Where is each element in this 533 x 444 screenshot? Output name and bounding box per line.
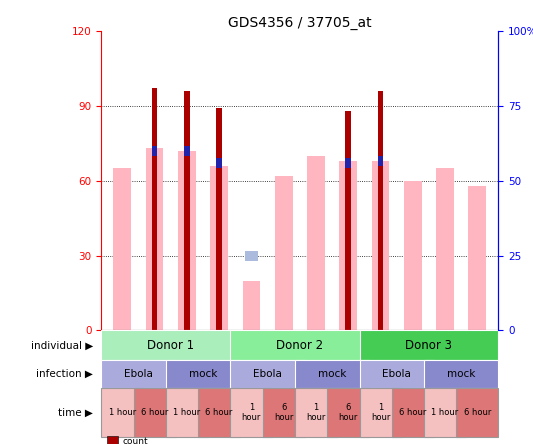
Bar [184,91,190,330]
Text: Ebola: Ebola [124,369,153,379]
Bar [377,156,383,166]
Title: GDS4356 / 37705_at: GDS4356 / 37705_at [228,16,372,30]
Bar [134,388,175,437]
Bar [151,88,157,330]
Text: 1 hour: 1 hour [173,408,200,417]
Bar [360,330,498,361]
Bar [295,361,369,388]
Text: 6
hour: 6 hour [274,403,293,422]
Bar [360,361,434,388]
Bar [216,108,222,330]
Bar [216,159,222,168]
Text: 1 hour: 1 hour [109,408,136,417]
Text: 6
hour: 6 hour [338,403,358,422]
Bar [151,146,157,156]
Text: 1
hour: 1 hour [306,403,326,422]
Text: count: count [123,437,148,444]
Text: mock: mock [447,369,475,379]
Bar [184,146,190,156]
Bar [243,281,260,330]
Bar [230,388,272,437]
Bar [307,156,325,330]
Bar [275,176,293,330]
Text: individual ▶: individual ▶ [31,341,93,350]
Text: infection ▶: infection ▶ [36,369,93,379]
Text: 1
hour: 1 hour [371,403,390,422]
Bar [101,361,175,388]
Bar [101,330,240,361]
Bar [436,168,454,330]
Bar [456,388,498,437]
Bar [469,186,486,330]
Bar [295,388,337,437]
Bar [345,111,351,330]
Text: Ebola: Ebola [253,369,282,379]
Bar [230,361,305,388]
Text: Ebola: Ebola [382,369,411,379]
Text: 6 hour: 6 hour [205,408,233,417]
Bar [424,388,466,437]
Bar [345,159,351,168]
Bar [101,388,143,437]
Bar [245,250,257,261]
Text: mock: mock [318,369,346,379]
Text: mock: mock [189,369,217,379]
Text: 6 hour: 6 hour [399,408,426,417]
Text: Donor 2: Donor 2 [276,339,324,352]
Bar [327,388,369,437]
Text: Donor 1: Donor 1 [147,339,194,352]
Bar [114,168,131,330]
Bar [210,166,228,330]
Bar [198,388,240,437]
Bar [377,91,383,330]
Text: 6 hour: 6 hour [141,408,168,417]
Bar [392,388,434,437]
Bar [263,388,305,437]
Bar [424,361,498,388]
Bar [340,161,357,330]
Bar [230,330,369,361]
Bar [372,161,390,330]
Text: time ▶: time ▶ [59,408,93,417]
Bar [146,148,164,330]
Bar [404,181,422,330]
Bar [360,388,401,437]
Bar [166,388,208,437]
Text: 1 hour: 1 hour [431,408,459,417]
Text: 6 hour: 6 hour [464,408,491,417]
Bar [178,151,196,330]
Text: Donor 3: Donor 3 [406,339,453,352]
Text: 1
hour: 1 hour [241,403,261,422]
Bar [166,361,240,388]
